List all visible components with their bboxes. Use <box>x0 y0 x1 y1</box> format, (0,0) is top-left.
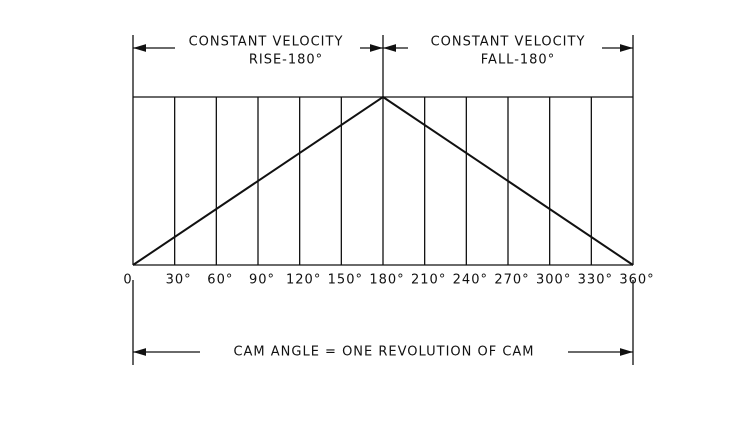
angle-label: 240° <box>453 273 488 288</box>
top-label: CONSTANT VELOCITY <box>431 35 586 50</box>
angle-label: 360° <box>619 273 654 288</box>
angle-label: 60° <box>207 273 233 288</box>
angle-label: 0 <box>123 273 132 288</box>
angle-label: 180° <box>369 273 404 288</box>
angle-label: 330° <box>578 273 613 288</box>
angle-label: 90° <box>249 273 275 288</box>
angle-label: 120° <box>286 273 321 288</box>
top-label: FALL-180° <box>481 53 555 68</box>
angle-label: 30° <box>166 273 192 288</box>
bottom-label: CAM ANGLE = ONE REVOLUTION OF CAM <box>233 345 534 360</box>
angle-label: 210° <box>411 273 446 288</box>
top-label: CONSTANT VELOCITY <box>189 35 344 50</box>
layout <box>132 35 634 365</box>
angle-label: 300° <box>536 273 571 288</box>
top-label: RISE-180° <box>249 53 323 68</box>
angle-label: 270° <box>494 273 529 288</box>
angle-label: 150° <box>328 273 363 288</box>
